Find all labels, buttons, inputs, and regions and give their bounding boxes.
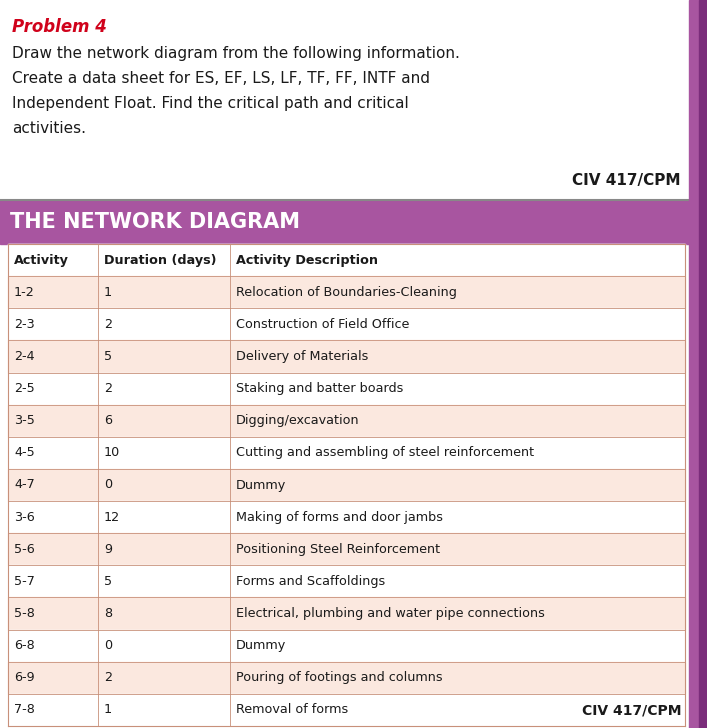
- Text: Duration (days): Duration (days): [104, 253, 216, 266]
- Bar: [8, 308, 685, 341]
- Text: 9: 9: [104, 543, 112, 555]
- Text: Positioning Steel Reinforcement: Positioning Steel Reinforcement: [236, 543, 440, 555]
- Text: 8: 8: [104, 607, 112, 620]
- Text: 4-7: 4-7: [14, 478, 35, 491]
- Text: Create a data sheet for ES, EF, LS, LF, TF, FF, INTF and: Create a data sheet for ES, EF, LS, LF, …: [12, 71, 430, 86]
- Bar: [8, 341, 685, 373]
- Text: 2: 2: [104, 382, 112, 395]
- Text: Dummy: Dummy: [236, 478, 286, 491]
- Text: CIV 417/CPM: CIV 417/CPM: [581, 704, 681, 718]
- Text: Staking and batter boards: Staking and batter boards: [236, 382, 404, 395]
- Text: 5-6: 5-6: [14, 543, 35, 555]
- Bar: [8, 469, 685, 501]
- Text: 1-2: 1-2: [14, 285, 35, 298]
- Text: Activity: Activity: [14, 253, 69, 266]
- Text: 2: 2: [104, 671, 112, 684]
- Text: 2: 2: [104, 318, 112, 331]
- Bar: [8, 276, 685, 308]
- Bar: [8, 437, 685, 469]
- Text: 2-4: 2-4: [14, 350, 35, 363]
- Text: Forms and Scaffoldings: Forms and Scaffoldings: [236, 575, 385, 588]
- Text: activities.: activities.: [12, 121, 86, 136]
- Bar: [8, 405, 685, 437]
- Text: 2-5: 2-5: [14, 382, 35, 395]
- Text: CIV 417/CPM: CIV 417/CPM: [573, 173, 681, 188]
- Bar: [8, 694, 685, 726]
- Text: Cutting and assembling of steel reinforcement: Cutting and assembling of steel reinforc…: [236, 446, 534, 459]
- Text: Construction of Field Office: Construction of Field Office: [236, 318, 409, 331]
- Bar: [8, 566, 685, 598]
- Bar: [689, 0, 707, 728]
- Text: 3-5: 3-5: [14, 414, 35, 427]
- Text: 1: 1: [104, 285, 112, 298]
- Bar: [8, 598, 685, 630]
- Text: 10: 10: [104, 446, 120, 459]
- Text: 5: 5: [104, 350, 112, 363]
- Bar: [8, 662, 685, 694]
- Text: Relocation of Boundaries-Cleaning: Relocation of Boundaries-Cleaning: [236, 285, 457, 298]
- Text: 5-8: 5-8: [14, 607, 35, 620]
- Text: Activity Description: Activity Description: [236, 253, 378, 266]
- Text: 3-6: 3-6: [14, 510, 35, 523]
- Text: 4-5: 4-5: [14, 446, 35, 459]
- Bar: [8, 244, 685, 276]
- Text: 6-9: 6-9: [14, 671, 35, 684]
- Bar: [8, 501, 685, 533]
- Text: Independent Float. Find the critical path and critical: Independent Float. Find the critical pat…: [12, 96, 409, 111]
- Text: 12: 12: [104, 510, 120, 523]
- Text: Removal of forms: Removal of forms: [236, 703, 349, 716]
- Text: 5: 5: [104, 575, 112, 588]
- Text: 1: 1: [104, 703, 112, 716]
- Text: 5-7: 5-7: [14, 575, 35, 588]
- Text: 2-3: 2-3: [14, 318, 35, 331]
- Text: Digging/excavation: Digging/excavation: [236, 414, 360, 427]
- Text: Making of forms and door jambs: Making of forms and door jambs: [236, 510, 443, 523]
- Bar: [699, 0, 707, 728]
- Text: 6: 6: [104, 414, 112, 427]
- Text: 7-8: 7-8: [14, 703, 35, 716]
- Text: 0: 0: [104, 478, 112, 491]
- Bar: [8, 533, 685, 566]
- Text: Electrical, plumbing and water pipe connections: Electrical, plumbing and water pipe conn…: [236, 607, 545, 620]
- Bar: [8, 244, 685, 726]
- Text: THE NETWORK DIAGRAM: THE NETWORK DIAGRAM: [10, 212, 300, 232]
- Text: 6-8: 6-8: [14, 639, 35, 652]
- Bar: [8, 630, 685, 662]
- Text: Dummy: Dummy: [236, 639, 286, 652]
- Text: Delivery of Materials: Delivery of Materials: [236, 350, 368, 363]
- Text: Problem 4: Problem 4: [12, 18, 107, 36]
- Bar: [8, 373, 685, 405]
- Text: 0: 0: [104, 639, 112, 652]
- Text: Draw the network diagram from the following information.: Draw the network diagram from the follow…: [12, 46, 460, 61]
- Text: Pouring of footings and columns: Pouring of footings and columns: [236, 671, 443, 684]
- Bar: [0, 0, 689, 200]
- Bar: [0, 200, 689, 244]
